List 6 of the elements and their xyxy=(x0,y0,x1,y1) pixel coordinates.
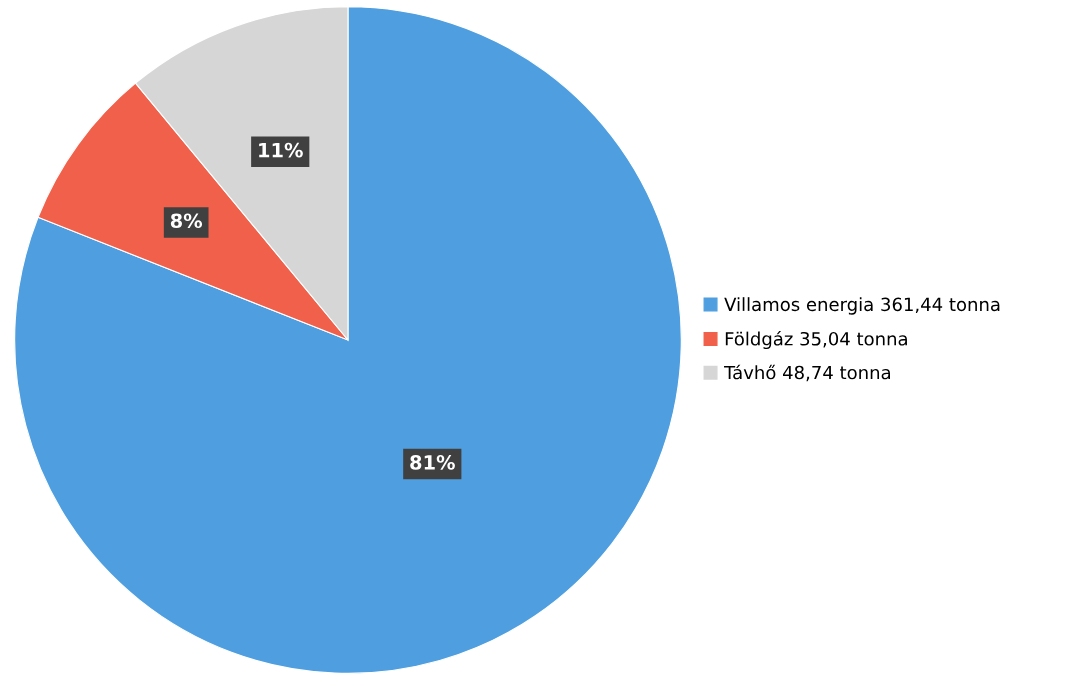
legend-label: Távhő 48,74 tonna xyxy=(724,364,890,382)
legend-label: Villamos energia 361,44 tonna xyxy=(724,297,1000,315)
data-label: 11% xyxy=(259,142,303,158)
data-label: 8% xyxy=(170,213,203,229)
legend-label: Földgáz 35,04 tonna xyxy=(725,330,907,350)
data-label: 81% xyxy=(410,455,455,470)
